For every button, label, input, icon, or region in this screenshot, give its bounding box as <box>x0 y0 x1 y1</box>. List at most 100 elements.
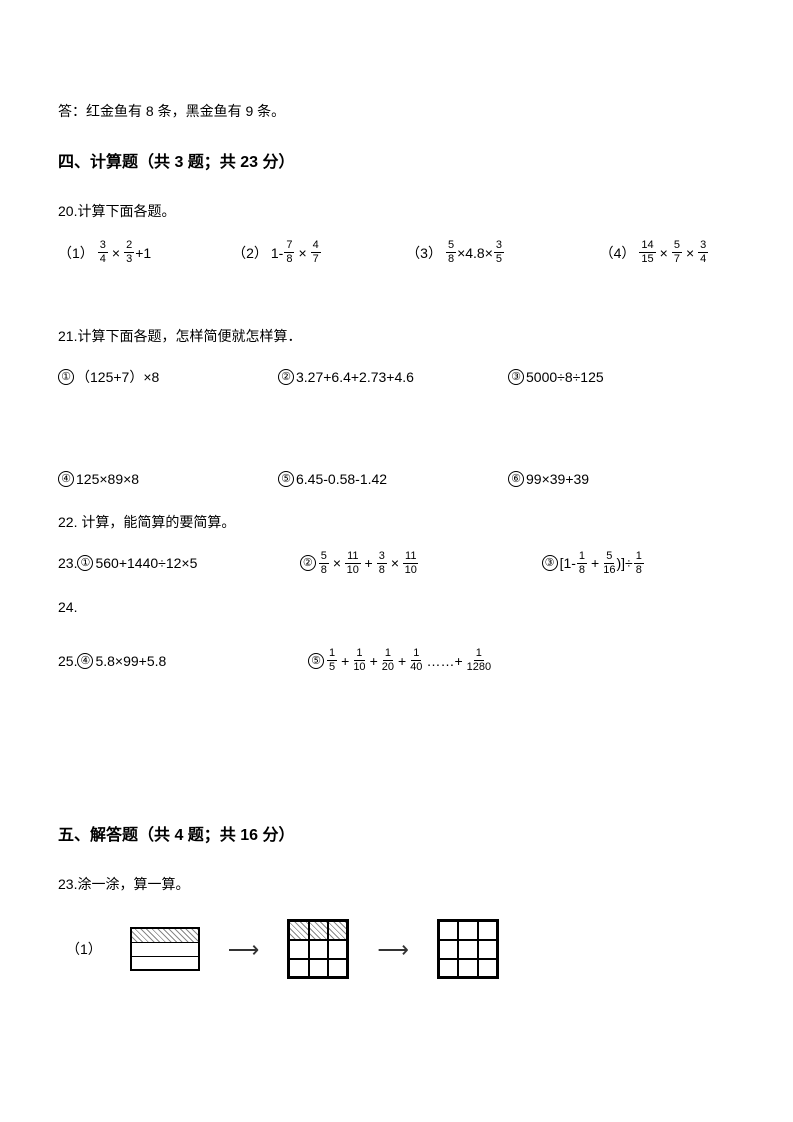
fraction: 78 <box>284 240 294 265</box>
expr: 3.27+6.4+2.73+4.6 <box>296 366 414 388</box>
den: 10 <box>353 661 365 673</box>
arrow-icon: ⟶ <box>228 932 260 967</box>
q21-p5: ⑤ 6.45-0.58-1.42 <box>278 468 508 490</box>
circled-number: ⑤ <box>308 653 324 669</box>
q23-p3: ③ [1- 18 + 516 )]÷ 18 <box>542 551 735 576</box>
circled-number: ② <box>278 369 294 385</box>
q25-lbl: 25. <box>58 650 77 672</box>
q20-p4: （4） 1415 × 57 × 34 <box>600 240 735 265</box>
q20-p3-lbl: （3） <box>406 242 442 264</box>
pre: 1- <box>271 242 283 264</box>
op: + <box>341 650 349 672</box>
fraction: 23 <box>124 240 134 265</box>
q21-intro: 21.计算下面各题，怎样简便就怎样算． <box>58 325 735 347</box>
section-4-header: 四、计算题（共 3 题；共 23 分） <box>58 150 735 176</box>
arrow-icon: ⟶ <box>377 932 409 967</box>
num: 4 <box>311 240 321 253</box>
num: 3 <box>377 551 387 564</box>
mid: ×4.8× <box>457 242 493 264</box>
fraction: 18 <box>577 551 587 576</box>
den: 8 <box>448 253 454 265</box>
den: 4 <box>100 253 106 265</box>
q21-p3: ③ 5000÷8÷125 <box>508 366 708 388</box>
num: 1 <box>474 648 484 661</box>
fraction: 58 <box>319 551 329 576</box>
num: 5 <box>604 551 614 564</box>
den: 5 <box>496 253 502 265</box>
den: 8 <box>579 564 585 576</box>
op: + <box>370 650 378 672</box>
fraction: 38 <box>377 551 387 576</box>
op: × <box>391 552 399 574</box>
q25-p1: 25. ④ 5.8×99+5.8 <box>58 648 308 673</box>
num: 5 <box>672 240 682 253</box>
den: 10 <box>405 564 417 576</box>
q20-p3: （3） 58 ×4.8× 35 <box>406 240 599 265</box>
expr: 560+1440÷12×5 <box>95 552 197 574</box>
fraction: 57 <box>672 240 682 265</box>
spacer <box>58 693 735 823</box>
fraction: 1110 <box>403 551 418 576</box>
q20-p1: （1） 34 × 23 +1 <box>58 240 232 265</box>
fraction: 35 <box>494 240 504 265</box>
q21-p1: ① （125+7）×8 <box>58 366 278 388</box>
q20-p2-lbl: （2） <box>232 242 268 264</box>
op: + <box>365 552 373 574</box>
fraction: 1415 <box>639 240 655 265</box>
q24: 24. <box>58 596 735 618</box>
fraction: 140 <box>410 648 422 673</box>
num: 11 <box>403 551 418 564</box>
den: 4 <box>700 253 706 265</box>
den: 40 <box>410 661 422 673</box>
num: 3 <box>98 240 108 253</box>
num: 1 <box>354 648 364 661</box>
expr: （125+7）×8 <box>76 366 159 388</box>
q23b-intro: 23.涂一涂，算一算。 <box>58 873 735 895</box>
num: 7 <box>284 240 294 253</box>
num: 1 <box>383 648 393 661</box>
fraction: 34 <box>98 240 108 265</box>
circled-number: ③ <box>508 369 524 385</box>
q21-p6: ⑥ 99×39+39 <box>508 468 708 490</box>
expr: 5000÷8÷125 <box>526 366 604 388</box>
num: 5 <box>446 240 456 253</box>
diagram-row: （1） ⟶ ⟶ <box>58 919 735 979</box>
q25-row: 25. ④ 5.8×99+5.8 ⑤ 15 + 110 + 120 + 140 … <box>58 648 735 673</box>
circled-number: ② <box>300 555 316 571</box>
den: 8 <box>379 564 385 576</box>
rectangle-thirds <box>130 927 200 971</box>
op: × <box>298 242 306 264</box>
op: × <box>333 552 341 574</box>
q21-p2: ② 3.27+6.4+2.73+4.6 <box>278 366 508 388</box>
num: 5 <box>319 551 329 564</box>
fraction: 110 <box>353 648 365 673</box>
section-5-header: 五、解答题（共 4 题；共 16 分） <box>58 823 735 849</box>
mid: ……+ <box>426 650 462 672</box>
q23-p2: ② 58 × 1110 + 38 × 1110 <box>300 551 542 576</box>
den: 7 <box>313 253 319 265</box>
q20-p1-lbl: （1） <box>58 242 94 264</box>
num: 2 <box>124 240 134 253</box>
circled-number: ③ <box>542 555 558 571</box>
op: + <box>398 650 406 672</box>
tail: +1 <box>135 242 151 264</box>
fraction: 58 <box>446 240 456 265</box>
num: 1 <box>634 551 644 564</box>
q20-p4-lbl: （4） <box>600 242 636 264</box>
circled-number: ① <box>77 555 93 571</box>
fraction: 120 <box>382 648 394 673</box>
q21-p4: ④ 125×89×8 <box>58 468 278 490</box>
q23-lbl: 23. <box>58 552 77 574</box>
grid-3x3-blank <box>437 919 499 979</box>
circled-number: ④ <box>58 471 74 487</box>
fraction: 34 <box>698 240 708 265</box>
q23-row: 23. ① 560+1440÷12×5 ② 58 × 1110 + 38 × 1… <box>58 551 735 576</box>
den: 1280 <box>467 661 491 673</box>
circled-number: ⑤ <box>278 471 294 487</box>
q21-row2: ④ 125×89×8 ⑤ 6.45-0.58-1.42 ⑥ 99×39+39 <box>58 468 735 490</box>
num: 14 <box>639 240 655 253</box>
q20-row: （1） 34 × 23 +1 （2） 1- 78 × 47 （3） 58 ×4.… <box>58 240 735 265</box>
grid-3x3-partial-hatch <box>287 919 349 979</box>
q22: 22. 计算，能简算的要简算。 <box>58 511 735 533</box>
den: 15 <box>641 253 653 265</box>
